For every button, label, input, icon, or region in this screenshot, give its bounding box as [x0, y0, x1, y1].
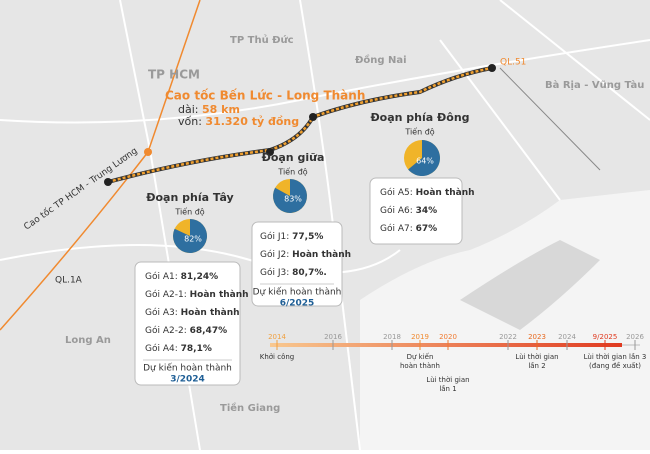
package-name: Gói A5: — [380, 187, 413, 198]
timeline-event: (đang đề xuất) — [589, 362, 641, 370]
progress-title: Tiến độ — [174, 207, 204, 217]
package: Gói A1: 81,24% — [145, 271, 218, 282]
timeline-year: 2024 — [558, 333, 576, 341]
progress-title: Tiến độ — [404, 127, 434, 137]
timeline-event: Lùi thời gian — [515, 353, 558, 361]
package-status: 78,1% — [181, 344, 212, 354]
info-box — [134, 261, 241, 386]
timeline-event: Lùi thời gian — [426, 376, 469, 384]
package-name: Gói A4: — [145, 343, 178, 354]
section-name: Đoạn giữa — [262, 151, 325, 164]
package-name: Gói A2-1: — [145, 289, 187, 300]
value: 58 km — [202, 103, 240, 116]
package-status: 80,7%. — [292, 268, 327, 278]
package-status: Hoàn thành — [190, 290, 249, 300]
place: Bà Rịa - Vũng Tàu — [545, 79, 644, 91]
section-name: Đoạn phía Tây — [146, 191, 233, 204]
timeline-event: Lùi thời gian lần 3 — [584, 353, 647, 361]
place: Long An — [65, 335, 111, 346]
package: Gói A3: Hoàn thành — [145, 307, 240, 318]
package: Gói A4: 78,1% — [145, 343, 212, 354]
package-name: Gói J3: — [260, 267, 289, 278]
package-status: 34% — [416, 206, 438, 216]
package: Gói A2-1: Hoàn thành — [145, 289, 249, 300]
info-box — [369, 177, 463, 245]
timeline-event: lần 1 — [439, 385, 456, 393]
package-name: Gói A1: — [145, 271, 178, 282]
progress-title: Tiến độ — [277, 167, 307, 177]
timeline-year: 9/2025 — [593, 333, 618, 341]
package-status: 68,47% — [190, 326, 228, 336]
package-name: Gói A2-2: — [145, 325, 187, 336]
finish-label: Dự kiến hoàn thành — [143, 363, 232, 374]
package-name: Gói A3: — [145, 307, 178, 318]
timeline-year: 2022 — [499, 333, 517, 341]
label: dài: — [178, 103, 199, 116]
package-status: Hoàn thành — [416, 188, 475, 198]
package-status: Hoàn thành — [292, 250, 351, 260]
headline-length: dài: 58 km — [178, 103, 240, 116]
timeline-event: Dự kiến — [407, 353, 434, 361]
junction — [144, 148, 152, 156]
place: TP Thủ Đức — [230, 34, 294, 46]
label: vốn: — [178, 115, 202, 128]
place: Đồng Nai — [355, 53, 407, 66]
timeline-year: 2020 — [439, 333, 457, 341]
package-status: 77,5% — [292, 232, 323, 242]
timeline-year: 2019 — [411, 333, 429, 341]
package: Gói J3: 80,7%. — [260, 267, 327, 278]
pie-progress — [408, 140, 440, 176]
finish-date: 6/2025 — [280, 299, 315, 309]
package-status: 67% — [416, 224, 438, 234]
timeline-bar — [270, 343, 622, 347]
info-box — [251, 221, 343, 307]
package: Gói J2: Hoàn thành — [260, 249, 351, 260]
pie-progress — [173, 219, 207, 253]
timeline-year: 2016 — [324, 333, 342, 341]
road-label: QL.51 — [500, 58, 526, 68]
package: Gói A5: Hoàn thành — [380, 187, 475, 198]
timeline-event: lần 2 — [528, 362, 545, 370]
highway-trung-luong — [0, 0, 201, 331]
finish-label: Dự kiến hoàn thành — [253, 287, 342, 298]
pie-label: 83% — [284, 195, 302, 204]
package-name: Gói A7: — [380, 223, 413, 234]
pie-label: 64% — [416, 157, 434, 166]
island — [460, 240, 600, 330]
timeline-year: 2014 — [268, 333, 286, 341]
package-name: Gói J1: — [260, 231, 289, 242]
section-name: Đoạn phía Đông — [370, 111, 469, 124]
package-status: 81,24% — [181, 272, 219, 282]
package: Gói A2-2: 68,47% — [145, 325, 227, 336]
pie-label: 82% — [184, 235, 202, 244]
package: Gói A6: 34% — [380, 205, 437, 216]
timeline-event: hoàn thành — [400, 362, 440, 370]
timeline-year: 2018 — [383, 333, 401, 341]
timeline-event: Khởi công — [260, 353, 295, 361]
place: Tiền Giang — [220, 401, 280, 414]
place: TP HCM — [148, 68, 200, 82]
headline-capital: vốn: 31.320 tỷ đồng — [178, 115, 299, 128]
package: Gói J1: 77,5% — [260, 231, 323, 242]
headline-title: Cao tốc Bến Lức - Long Thành — [165, 89, 365, 103]
package-status: Hoàn thành — [181, 308, 240, 318]
route-nodes — [104, 64, 496, 186]
timeline-year: 2026 — [626, 333, 644, 341]
package: Gói A7: 67% — [380, 223, 437, 234]
timeline-year: 2023 — [528, 333, 546, 341]
pie-progress — [272, 179, 307, 213]
ql51-road — [499, 67, 601, 171]
package-name: Gói A6: — [380, 205, 413, 216]
package-name: Gói J2: — [260, 249, 289, 260]
value: 31.320 tỷ đồng — [205, 115, 299, 128]
road-label: QL.1A — [55, 276, 83, 286]
finish-date: 3/2024 — [170, 375, 205, 385]
